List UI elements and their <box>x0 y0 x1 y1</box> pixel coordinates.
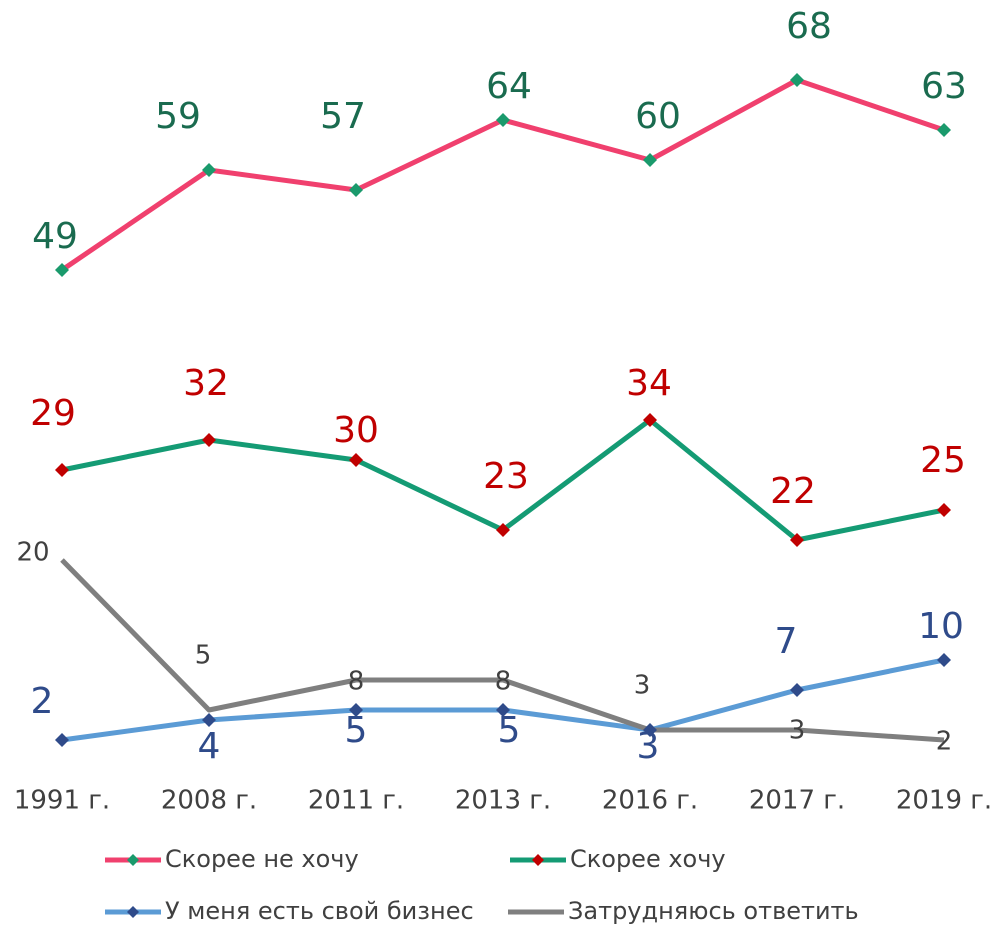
data-label: 25 <box>920 440 966 481</box>
data-label: 29 <box>30 393 76 434</box>
marker <box>202 433 216 447</box>
marker <box>55 733 69 747</box>
data-label: 4 <box>198 726 221 767</box>
x-tick-label: 2008 г. <box>161 786 257 816</box>
legend-label: Скорее хочу <box>570 845 726 873</box>
data-label: 8 <box>495 667 512 697</box>
marker <box>202 163 216 177</box>
data-label: 68 <box>786 6 832 47</box>
marker <box>937 503 951 517</box>
marker <box>55 463 69 477</box>
data-label: 57 <box>320 96 366 137</box>
marker <box>496 703 510 717</box>
marker <box>202 713 216 727</box>
data-label: 3 <box>789 716 806 746</box>
data-label: 5 <box>345 710 368 751</box>
marker <box>937 653 951 667</box>
data-label: 22 <box>770 471 816 512</box>
marker <box>349 703 363 717</box>
marker <box>790 683 804 697</box>
data-label: 2 <box>936 727 953 757</box>
legend-marker <box>127 854 139 866</box>
marker <box>643 723 657 737</box>
x-tick-label: 2016 г. <box>602 786 698 816</box>
data-label: 2 <box>31 681 54 722</box>
marker <box>496 523 510 537</box>
data-label: 30 <box>333 410 379 451</box>
legend-marker <box>127 906 139 918</box>
data-label: 32 <box>183 363 229 404</box>
marker <box>790 73 804 87</box>
marker <box>496 113 510 127</box>
x-tick-label: 2017 г. <box>749 786 845 816</box>
data-label: 8 <box>348 667 365 697</box>
data-label: 7 <box>775 621 798 662</box>
legend-label: Скорее не хочу <box>165 845 359 873</box>
marker <box>643 153 657 167</box>
legend-marker <box>532 854 544 866</box>
data-label: 5 <box>498 710 521 751</box>
data-label: 20 <box>16 538 49 568</box>
data-label: 60 <box>635 96 681 137</box>
data-label: 5 <box>195 641 212 671</box>
data-label: 34 <box>626 363 672 404</box>
marker <box>937 123 951 137</box>
legend-label: Затрудняюсь ответить <box>568 897 859 925</box>
series-line <box>60 558 945 743</box>
marker <box>55 263 69 277</box>
data-label: 59 <box>155 96 201 137</box>
data-label: 64 <box>486 66 532 107</box>
data-label: 10 <box>918 606 964 647</box>
marker <box>643 413 657 427</box>
marker <box>790 533 804 547</box>
x-tick-label: 1991 г. <box>14 786 110 816</box>
x-tick-label: 2019 г. <box>896 786 992 816</box>
data-label: 49 <box>32 216 78 257</box>
data-label: 3 <box>634 671 651 701</box>
marker <box>349 453 363 467</box>
data-label: 23 <box>483 456 529 497</box>
x-tick-label: 2013 г. <box>455 786 551 816</box>
marker <box>349 183 363 197</box>
legend-label: У меня есть свой бизнес <box>165 897 474 925</box>
data-label: 3 <box>637 726 660 767</box>
x-tick-label: 2011 г. <box>308 786 404 816</box>
data-label: 63 <box>921 66 967 107</box>
